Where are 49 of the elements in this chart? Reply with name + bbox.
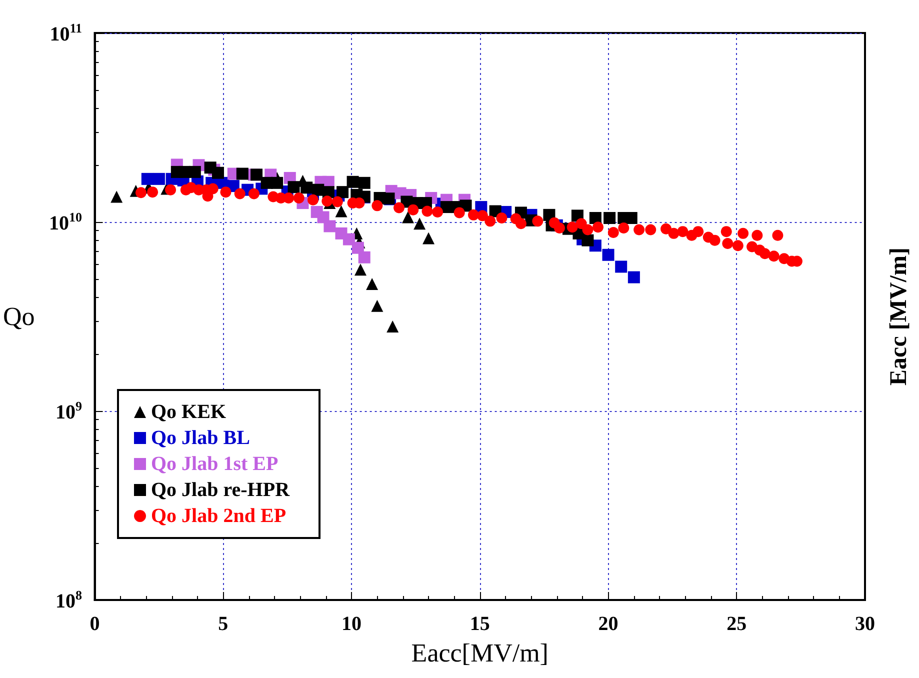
point: [141, 172, 154, 185]
point: [366, 278, 378, 290]
point: [236, 168, 248, 180]
point: [324, 220, 336, 232]
legend-label: Qo Jlab BL: [151, 427, 250, 449]
y-tick-label: 10$^{11}$: [50, 20, 82, 46]
point: [354, 264, 367, 276]
point: [335, 205, 348, 218]
legend-label: Qo Jlab re-HPR: [151, 479, 290, 501]
point: [342, 233, 355, 246]
point: [615, 260, 628, 273]
x-tick-label: 15: [470, 613, 490, 635]
point: [346, 176, 359, 188]
y-tick-label: 10$^{8}$: [56, 588, 82, 612]
point: [358, 176, 370, 189]
point: [271, 176, 284, 189]
point: [386, 320, 399, 332]
point: [152, 172, 165, 185]
x-axis-title: Eacc[MV/m]: [411, 638, 548, 668]
x-tick-label: 5: [218, 613, 228, 635]
x-tick-label: 30: [855, 613, 875, 635]
legend-label: Qo Jlab 2nd EP: [151, 505, 286, 527]
x-tick-label: 10: [342, 613, 362, 635]
point: [336, 186, 349, 198]
point: [422, 232, 435, 244]
point: [212, 166, 224, 179]
y-axis-title: Qo: [2, 302, 35, 331]
point: [402, 211, 414, 224]
y2-axis-title: Eacc [MV/m]: [886, 248, 912, 386]
point: [414, 218, 426, 230]
point: [300, 182, 313, 194]
point: [188, 166, 201, 178]
point: [582, 234, 594, 246]
y-tick-label: 10$^{9}$: [56, 398, 82, 424]
point: [602, 248, 614, 261]
point: [628, 271, 640, 284]
legend-label: Qo Jlab 1st EP: [151, 453, 278, 475]
y-tick-label: 10$^{10}$: [49, 210, 82, 234]
x-tick-label: 25: [726, 613, 747, 635]
point: [110, 190, 123, 203]
legend-label: Qo KEK: [151, 401, 226, 423]
point: [358, 251, 370, 264]
point: [288, 181, 300, 194]
point: [250, 168, 263, 181]
x-tick-label: 0: [90, 613, 100, 635]
point: [604, 212, 616, 224]
point: [371, 300, 384, 312]
point: [352, 242, 364, 254]
x-tick-label: 20: [598, 613, 618, 635]
